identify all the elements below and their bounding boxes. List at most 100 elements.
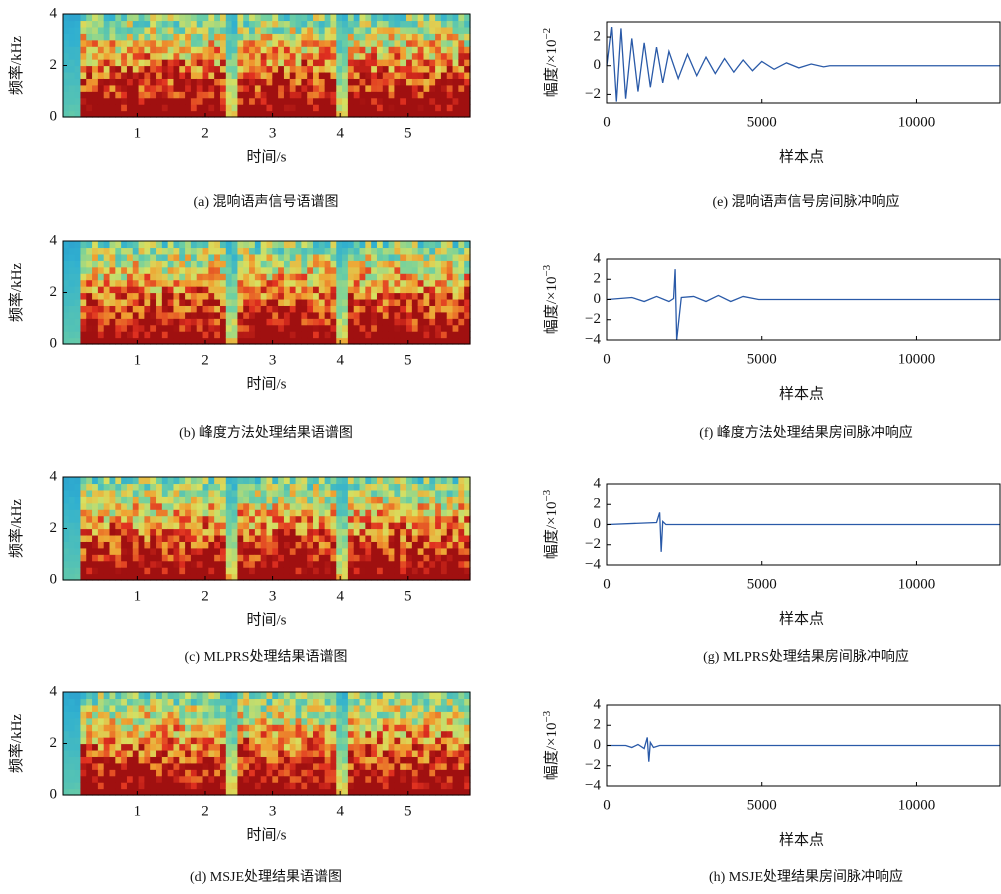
spectrogram-cell bbox=[296, 698, 302, 705]
spectrogram-cell bbox=[98, 516, 104, 523]
spectrogram-cell bbox=[243, 705, 249, 712]
spectrogram-cell bbox=[243, 273, 249, 280]
spectrogram-cell bbox=[267, 750, 273, 757]
spectrogram-cell bbox=[272, 554, 278, 561]
spectrogram-cell bbox=[441, 490, 447, 497]
spectrogram-cell bbox=[441, 33, 447, 40]
spectrogram-cell bbox=[197, 260, 203, 267]
spectrogram-cell bbox=[354, 27, 360, 34]
spectrogram-cell bbox=[110, 104, 116, 111]
spectrogram-cell bbox=[330, 567, 336, 574]
spectrogram-cell bbox=[348, 267, 354, 274]
spectrogram-cell bbox=[144, 567, 150, 574]
spectrogram-cell bbox=[249, 750, 255, 757]
spectrogram-cell bbox=[191, 541, 197, 548]
spectrogram-cell bbox=[249, 78, 255, 85]
spectrogram-cell bbox=[394, 509, 400, 516]
spectrogram-cell bbox=[63, 711, 69, 718]
spectrogram-cell bbox=[237, 692, 243, 699]
spectrogram-cell bbox=[203, 267, 209, 274]
spectrogram-cell bbox=[348, 40, 354, 47]
spectrogram-cell bbox=[168, 698, 174, 705]
spectrogram-cell bbox=[458, 698, 464, 705]
spectrogram-cell bbox=[110, 769, 116, 776]
spectrogram-cell bbox=[98, 312, 104, 319]
spectrogram-cell bbox=[336, 541, 342, 548]
spectrogram-cell bbox=[63, 516, 69, 523]
caption: (f) 峰度方法处理结果房间脉冲响应 bbox=[699, 424, 913, 441]
spectrogram-cell bbox=[267, 490, 273, 497]
spectrogram-cell bbox=[284, 769, 290, 776]
spectrogram-cell bbox=[75, 561, 81, 568]
spectrogram-cell bbox=[284, 273, 290, 280]
spectrogram-cell bbox=[272, 46, 278, 53]
spectrogram-cell bbox=[249, 20, 255, 27]
spectrogram-cell bbox=[429, 280, 435, 287]
spectrogram-cell bbox=[307, 509, 313, 516]
spectrogram-cell bbox=[86, 33, 92, 40]
spectrogram-cell bbox=[255, 711, 261, 718]
spectrogram-cell bbox=[110, 522, 116, 529]
spectrogram-cell bbox=[418, 731, 424, 738]
spectrogram-cell bbox=[330, 724, 336, 731]
spectrogram-cell bbox=[69, 509, 75, 516]
spectrogram-cell bbox=[325, 59, 331, 66]
spectrogram-cell bbox=[348, 737, 354, 744]
spectrogram-cell bbox=[104, 737, 110, 744]
spectrogram-cell bbox=[86, 516, 92, 523]
spectrogram-cell bbox=[92, 516, 98, 523]
spectrogram-cell bbox=[75, 718, 81, 725]
spectrogram-cell bbox=[325, 692, 331, 699]
spectrogram-cell bbox=[278, 247, 284, 254]
spectrogram-cell bbox=[139, 305, 145, 312]
spectrogram-cell bbox=[208, 763, 214, 770]
spectrogram-cell bbox=[313, 541, 319, 548]
spectrogram-cell bbox=[75, 280, 81, 287]
spectrogram-cell bbox=[330, 53, 336, 60]
spectrogram-cell bbox=[110, 27, 116, 34]
spectrogram-cell bbox=[342, 750, 348, 757]
spectrogram-cell bbox=[371, 782, 377, 789]
y-tick-label: 0 bbox=[50, 108, 58, 124]
spectrogram-cell bbox=[325, 490, 331, 497]
spectrogram-cell bbox=[400, 312, 406, 319]
spectrogram-cell bbox=[220, 312, 226, 319]
spectrogram-cell bbox=[127, 46, 133, 53]
spectrogram-cell bbox=[185, 782, 191, 789]
spectrogram-cell bbox=[226, 280, 232, 287]
spectrogram-cell bbox=[185, 731, 191, 738]
spectrogram-cell bbox=[191, 529, 197, 536]
spectrogram-cell bbox=[261, 59, 267, 66]
spectrogram-cell bbox=[104, 273, 110, 280]
spectrogram-cell bbox=[69, 254, 75, 261]
spectrogram-cell bbox=[418, 293, 424, 300]
spectrogram-cell bbox=[336, 750, 342, 757]
spectrogram-cell bbox=[214, 711, 220, 718]
spectrogram-cell bbox=[325, 561, 331, 568]
spectrogram-cell bbox=[208, 33, 214, 40]
spectrogram-cell bbox=[162, 490, 168, 497]
spectrogram-cell bbox=[307, 496, 313, 503]
spectrogram-cell bbox=[307, 756, 313, 763]
spectrogram-cell bbox=[104, 490, 110, 497]
spectrogram-cell bbox=[377, 104, 383, 111]
spectrogram-cell bbox=[342, 72, 348, 79]
spectrogram-cell bbox=[185, 104, 191, 111]
spectrogram-cell bbox=[389, 782, 395, 789]
spectrogram-cell bbox=[267, 776, 273, 783]
spectrogram-cell bbox=[400, 273, 406, 280]
spectrogram-cell bbox=[383, 496, 389, 503]
spectrogram-cell bbox=[232, 561, 238, 568]
spectrogram-cell bbox=[162, 286, 168, 293]
spectrogram-cell bbox=[313, 711, 319, 718]
spectrogram-cell bbox=[354, 535, 360, 542]
spectrogram-cell bbox=[400, 737, 406, 744]
spectrogram-cell bbox=[383, 782, 389, 789]
spectrogram-cell bbox=[168, 312, 174, 319]
spectrogram-cell bbox=[412, 750, 418, 757]
spectrogram-cell bbox=[383, 756, 389, 763]
spectrogram-cell bbox=[191, 286, 197, 293]
spectrogram-cell bbox=[226, 85, 232, 92]
spectrogram-cell bbox=[342, 27, 348, 34]
spectrogram-cell bbox=[418, 325, 424, 332]
